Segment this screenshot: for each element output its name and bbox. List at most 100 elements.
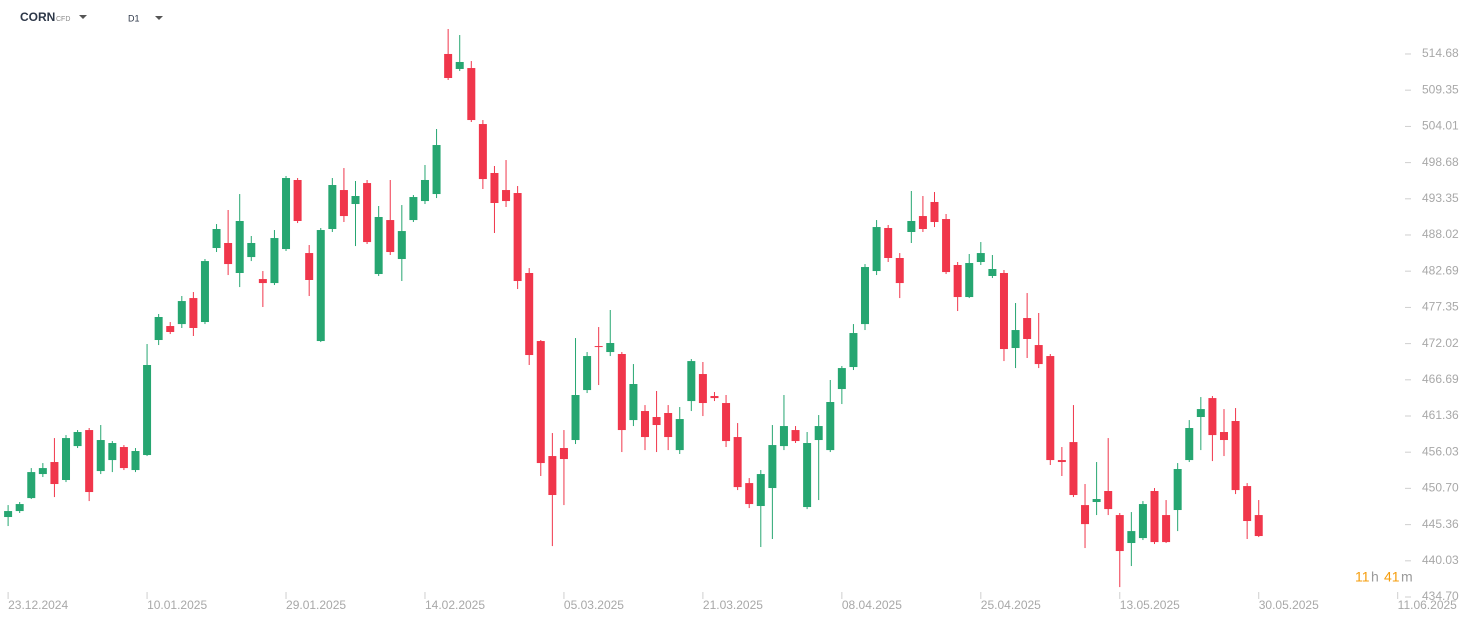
candle-body [594, 346, 603, 348]
y-tick-label: 504.01 [1422, 119, 1459, 133]
candle-body [119, 447, 128, 469]
candle-body [1115, 515, 1124, 552]
timeframe-dropdown[interactable] [155, 16, 163, 20]
candle-body [1081, 505, 1090, 525]
x-tick-label: 25.04.2025 [981, 598, 1041, 612]
candle-body [571, 395, 580, 441]
candle-body [4, 511, 13, 518]
candle-body [316, 230, 325, 342]
candle-body [976, 253, 985, 263]
candle-body [1173, 469, 1182, 511]
candle-body [305, 253, 314, 280]
candle-body [143, 365, 152, 456]
x-tick-label: 05.03.2025 [564, 598, 624, 612]
candle-body [918, 216, 927, 230]
candle-body [131, 451, 140, 471]
candle-body [38, 468, 47, 475]
candle-body [907, 220, 916, 232]
candle-body [791, 430, 800, 442]
candle-body [409, 197, 418, 221]
x-tick-label: 11.06.2025 [1398, 598, 1457, 612]
y-tick-label: 477.35 [1422, 300, 1459, 314]
candle-body [293, 179, 302, 221]
candle-body [965, 263, 974, 298]
symbol-dropdown[interactable] [79, 15, 87, 19]
x-tick-label: 21.03.2025 [703, 598, 763, 612]
candle-body [224, 242, 233, 265]
symbol[interactable]: CORN [20, 10, 55, 24]
candle-body [1069, 442, 1078, 496]
candle-body [640, 411, 649, 438]
candle-body [942, 219, 951, 273]
candle-body [756, 474, 765, 507]
candle-body [1196, 409, 1205, 418]
candle-body [768, 445, 777, 489]
y-tick-label: 440.03 [1422, 553, 1459, 567]
candle-body [999, 273, 1008, 350]
candle-body [536, 341, 545, 464]
candle-body [745, 483, 754, 505]
candle-body [513, 193, 522, 282]
candle-body [652, 417, 661, 426]
candle-body [617, 354, 626, 431]
candle-body [27, 472, 36, 499]
countdown-minutes-unit: m [1401, 569, 1413, 585]
countdown: 11 h 41 m [1355, 569, 1413, 585]
candle-body [490, 172, 499, 204]
candle-body [270, 238, 279, 284]
candle-body [351, 196, 360, 205]
candle-body [363, 183, 372, 243]
candle-body [710, 396, 719, 399]
x-tick-label: 23.12.2024 [8, 598, 68, 612]
candle-body [386, 220, 395, 253]
candle-body [698, 374, 707, 404]
candle-body [861, 267, 870, 325]
y-tick-label: 450.70 [1422, 481, 1459, 495]
candle-body [85, 430, 94, 493]
candle-body [525, 273, 534, 356]
candle-body [930, 201, 939, 223]
timeframe[interactable]: D1 [128, 13, 140, 23]
candle-body [872, 227, 881, 272]
countdown-hours-unit: h [1371, 569, 1379, 585]
candle-body [629, 384, 638, 421]
candle-body [988, 268, 997, 276]
candle-body [1254, 515, 1263, 537]
candle-body [328, 185, 337, 230]
candle-body [733, 437, 742, 488]
y-tick-label: 482.69 [1422, 263, 1459, 277]
candle-body [884, 227, 893, 259]
candle-body [583, 356, 592, 391]
candle-body [339, 190, 348, 217]
y-tick-label: 434.70 [1422, 589, 1459, 603]
candle-body [73, 432, 82, 447]
candle-body [953, 264, 962, 298]
candle-body [1011, 330, 1020, 349]
candle-body [1092, 499, 1101, 503]
candle-body [108, 443, 117, 461]
candle-body [478, 124, 487, 180]
candle-body [96, 440, 105, 472]
candle-body [50, 462, 59, 485]
x-tick-label: 13.05.2025 [1120, 598, 1180, 612]
x-tick-label: 14.02.2025 [425, 598, 485, 612]
x-tick-label: 29.01.2025 [286, 598, 346, 612]
candle-body [212, 229, 221, 249]
candle-body [1104, 491, 1113, 510]
candle-body [1162, 515, 1171, 543]
candle-body [1023, 318, 1032, 339]
candle-body [1208, 398, 1217, 436]
x-tick-label: 30.05.2025 [1259, 598, 1319, 612]
countdown-hours: 11 [1355, 569, 1370, 585]
candle-body [849, 333, 858, 368]
candle-body [803, 443, 812, 508]
candle-body [15, 504, 24, 512]
candle-body [1231, 421, 1240, 491]
candle-body [467, 68, 476, 121]
candle-body [548, 456, 557, 496]
candle-body [722, 403, 731, 442]
candle-body [258, 279, 267, 284]
y-tick-label: 514.68 [1422, 46, 1459, 60]
y-tick-label: 472.02 [1422, 336, 1459, 350]
